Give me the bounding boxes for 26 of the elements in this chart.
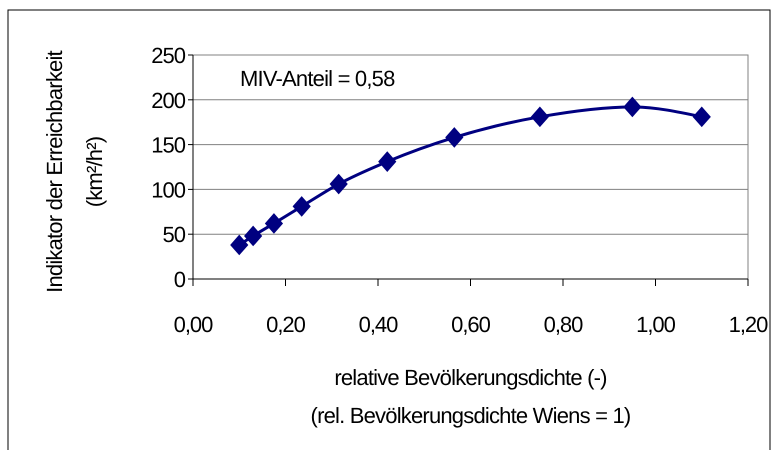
x-tick-label: 0,00 [174, 312, 214, 337]
x-tick-label: 0,20 [266, 312, 306, 337]
y-tick-label: 250 [151, 43, 186, 68]
y-tick-label: 200 [151, 88, 186, 113]
point [230, 234, 248, 256]
y-tick-label: 0 [174, 267, 186, 292]
x-tick-label: 1,20 [728, 312, 768, 337]
point [530, 106, 549, 128]
y-tick-label: 50 [162, 222, 186, 248]
point [292, 196, 311, 217]
x-tick-label: 0,60 [451, 312, 491, 337]
x-tick-label: 0,40 [358, 312, 398, 337]
x-axis-title: relative Bevölkerungsdichte (-) (rel. Bevölkerungsdichte Wiens = 1) [310, 365, 630, 428]
point [330, 174, 348, 194]
x-tick-label: 1,00 [636, 312, 676, 337]
point [692, 106, 711, 128]
annotation: MIV-Anteil = 0,58 [240, 66, 396, 91]
point [264, 213, 284, 234]
y-tick-label: 100 [151, 177, 186, 202]
y-tick-label: 150 [151, 132, 186, 158]
point [244, 226, 262, 246]
x-tick-label: 0,80 [544, 312, 584, 337]
y-axis-title: Indikator der Erreichbarkeit (km²/h²) [42, 50, 107, 293]
point [623, 96, 642, 118]
point [378, 151, 396, 172]
point [445, 127, 464, 148]
